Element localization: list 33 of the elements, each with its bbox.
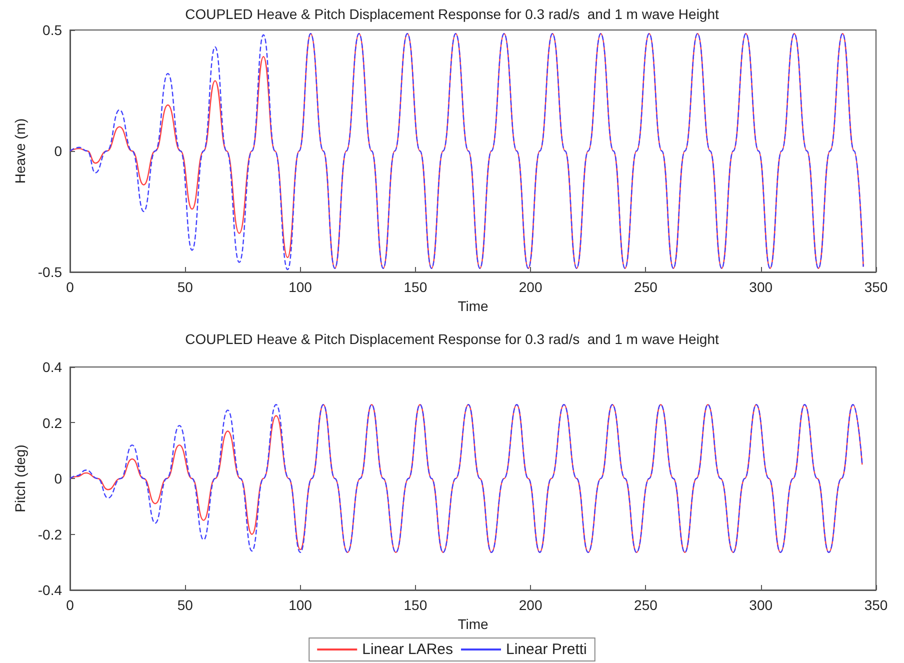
y-axis-title: Pitch (deg) — [12, 444, 28, 512]
chart-title: COUPLED Heave & Pitch Displacement Response for 0.3 rad/s and 1 m wave Height — [185, 6, 720, 22]
y-tick-label: 0.4 — [42, 359, 62, 375]
y-tick-label: 0 — [54, 143, 62, 159]
chart-title: COUPLED Heave & Pitch Displacement Response for 0.3 rad/s and 1 m wave Height — [185, 331, 720, 347]
x-tick-label: 0 — [66, 279, 74, 295]
x-tick-label: 250 — [634, 279, 658, 295]
x-tick-label: 50 — [177, 279, 194, 295]
x-tick-label: 200 — [518, 597, 542, 613]
y-tick-label: -0.2 — [38, 526, 62, 542]
x-tick-label: 150 — [404, 597, 428, 613]
line-series — [69, 404, 863, 553]
x-tick-label: 100 — [288, 597, 312, 613]
x-tick-label: 350 — [864, 597, 888, 613]
y-tick-label: 0.2 — [42, 414, 62, 431]
legend-label: Linear LARes — [362, 641, 454, 658]
x-tick-label: 300 — [749, 597, 773, 613]
x-axis-title: Time — [458, 616, 489, 632]
x-tick-label: 150 — [404, 279, 428, 295]
x-tick-label: 0 — [66, 597, 74, 613]
x-tick-label: 50 — [177, 597, 194, 613]
legend-label: Linear Pretti — [506, 641, 587, 658]
y-tick-label: -0.5 — [38, 264, 62, 280]
x-tick-label: 200 — [518, 279, 542, 295]
y-tick-label: 0 — [54, 470, 62, 486]
y-axis-title: Heave (m) — [12, 118, 28, 184]
y-tick-label: -0.4 — [38, 582, 62, 598]
x-axis-title: Time — [458, 298, 489, 314]
x-tick-label: 300 — [749, 279, 773, 295]
y-tick-label: 0.5 — [42, 22, 62, 38]
x-tick-label: 250 — [634, 597, 658, 613]
x-tick-label: 350 — [864, 279, 888, 295]
x-tick-label: 100 — [288, 279, 312, 295]
